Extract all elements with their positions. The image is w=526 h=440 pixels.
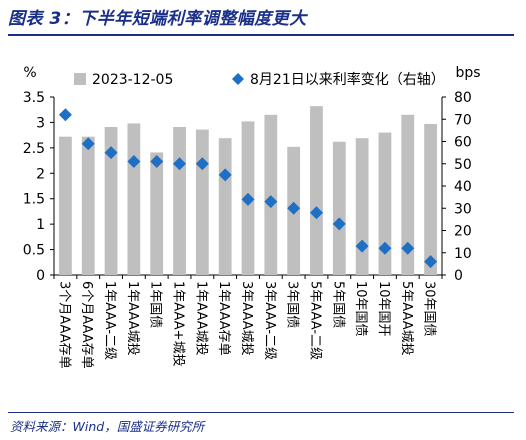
diamond-marker (173, 157, 187, 171)
diamond-marker (150, 155, 164, 169)
x-category-label: 10年国开 (376, 281, 391, 337)
diamond-marker (241, 192, 255, 206)
bar (127, 123, 141, 276)
bar (401, 114, 415, 275)
bar (104, 127, 118, 276)
title-underline (8, 34, 514, 36)
x-category-label: 10年国债 (353, 281, 368, 337)
x-category-label: 30年国债 (422, 281, 437, 337)
legend-swatch-diamond (232, 73, 244, 85)
bar (81, 136, 95, 275)
right-tick-label: 50 (454, 157, 472, 173)
diamond-marker (424, 255, 438, 269)
left-tick-label: 2.5 (23, 141, 45, 157)
diamond-marker (355, 239, 369, 253)
right-tick-label: 80 (454, 90, 472, 106)
left-axis-unit: % (23, 65, 36, 81)
diamond-marker (218, 168, 232, 182)
x-category-label: 1年AAA城投 (193, 281, 209, 356)
right-axis-unit: bps (455, 65, 480, 81)
diamond-marker (58, 108, 72, 122)
legend: 2023-12-05 8月21日以来利率变化（右轴） (74, 71, 445, 88)
diamond-marker (287, 201, 301, 215)
legend-swatch-bar (74, 73, 86, 85)
source-note: 资料来源：Wind，国盛证券研究所 (10, 419, 205, 434)
bar (310, 106, 323, 275)
diamond-marker (104, 146, 118, 160)
diamond-marker (264, 195, 278, 209)
diamond-marker (127, 155, 141, 169)
legend-label-diamond: 8月21日以来利率变化（右轴） (250, 71, 445, 88)
diamond-marker (81, 137, 95, 151)
right-tick-label: 60 (454, 135, 472, 151)
right-tick-label: 10 (454, 246, 472, 262)
left-tick-label: 2 (36, 166, 45, 182)
bar (424, 123, 437, 275)
bar (332, 141, 346, 275)
x-category-label: 3个月AAA存单 (56, 281, 71, 369)
source-rule (8, 412, 514, 413)
x-category-label: 1年AAA城投 (125, 281, 141, 356)
legend-label-bar: 2023-12-05 (92, 72, 173, 88)
x-category-label: 3年AAA-二级 (262, 281, 277, 360)
bar (173, 127, 186, 276)
x-category-label: 5年AAA-二级 (307, 281, 322, 360)
x-category-label: 5年AAA城投 (399, 281, 415, 356)
chart: 0 0.5 1 1.5 2 2.5 3 3.5 0 10 20 30 40 50 60 70 80% bps 3个月… (23, 65, 481, 369)
x-category-label: 3年国债 (285, 281, 300, 328)
diamond-marker (332, 217, 346, 231)
x-category-label: 5年国债 (330, 281, 345, 328)
x-category-label: 1年AAA-二级 (102, 281, 117, 360)
left-tick-label: 0 (36, 268, 45, 284)
left-tick-label: 0.5 (23, 243, 45, 259)
left-tick-label: 1 (36, 217, 45, 233)
x-category-label: 3年AAA城投 (239, 281, 255, 356)
diamond-marker (195, 157, 209, 171)
x-category-label: 6个月AAA存单 (79, 281, 94, 369)
bar (150, 152, 164, 275)
x-category-label: 1年AAA存单 (216, 281, 231, 356)
figure-title: 图表 3：下半年短端利率调整幅度更大 (8, 9, 307, 29)
bar (218, 138, 232, 275)
bar (195, 129, 209, 275)
left-tick-label: 3.5 (23, 90, 45, 106)
x-category-label: 1年国债 (148, 281, 163, 328)
right-tick-label: 70 (454, 112, 472, 128)
right-tick-label: 0 (454, 268, 463, 284)
diamond-marker (401, 241, 415, 255)
left-tick-label: 1.5 (23, 192, 45, 208)
bar (59, 136, 72, 275)
diamond-marker (309, 206, 323, 220)
right-tick-label: 20 (454, 224, 472, 240)
diamond-marker (378, 241, 392, 255)
bar (378, 132, 392, 275)
right-tick-label: 30 (454, 201, 472, 217)
bar (264, 114, 278, 275)
left-tick-label: 3 (36, 115, 45, 131)
bar (355, 138, 369, 275)
right-tick-label: 40 (454, 179, 472, 195)
x-category-label: 1年AAA+城投 (171, 281, 187, 367)
